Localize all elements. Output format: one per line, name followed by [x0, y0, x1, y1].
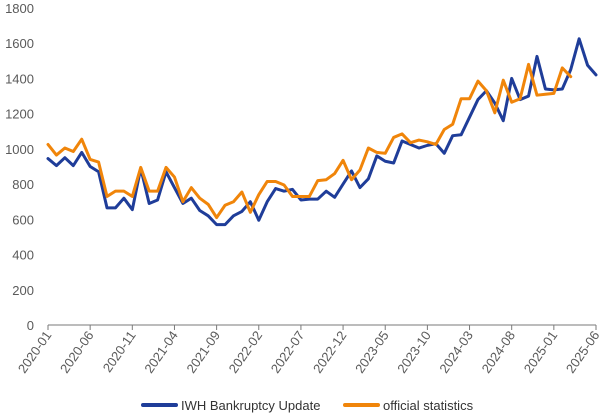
y-tick-label: 1400	[5, 71, 34, 86]
y-tick-label: 1600	[5, 36, 34, 51]
x-tick-label: 2024-03	[436, 328, 476, 376]
x-tick-label: 2020-06	[57, 328, 97, 376]
legend-label-official: official statistics	[383, 398, 474, 413]
y-tick-label: 0	[27, 318, 34, 333]
y-tick-label: 600	[12, 212, 34, 227]
series-layer	[46, 37, 598, 227]
x-tick-label: 2025-01	[521, 328, 561, 376]
y-tick-label: 1000	[5, 142, 34, 157]
legend: IWH Bankruptcy Update official statistic…	[141, 398, 474, 413]
x-tick-label: 2022-07	[268, 328, 308, 376]
y-tick-label: 400	[12, 248, 34, 263]
x-tick-label: 2023-05	[352, 328, 392, 376]
y-tick-label: 1800	[5, 1, 34, 16]
x-tick-label: 2025-06	[563, 328, 600, 376]
legend-label-iwh: IWH Bankruptcy Update	[181, 398, 320, 413]
y-tick-label: 1200	[5, 107, 34, 122]
x-tick-label: 2023-10	[394, 328, 434, 376]
x-tick-label: 2020-01	[15, 328, 55, 376]
x-tick-label: 2020-11	[100, 328, 139, 375]
series-line-official-statistics	[46, 62, 573, 220]
y-tick-label: 200	[12, 283, 34, 298]
y-tick-label: 800	[12, 177, 34, 192]
x-tick-label: 2022-12	[310, 328, 350, 376]
y-axis-ticks: 0 200 400 600 800 1000 1200 1400 1600 1800	[5, 1, 34, 333]
x-tick-label: 2021-04	[141, 328, 181, 376]
x-tick-label: 2021-09	[183, 328, 223, 376]
x-tick-label: 2024-08	[478, 328, 518, 376]
x-axis-ticks: 2020-01 2020-06 2020-11 2021-04 2021-09 2022-…	[15, 325, 600, 376]
x-tick-label: 2022-02	[226, 328, 266, 376]
